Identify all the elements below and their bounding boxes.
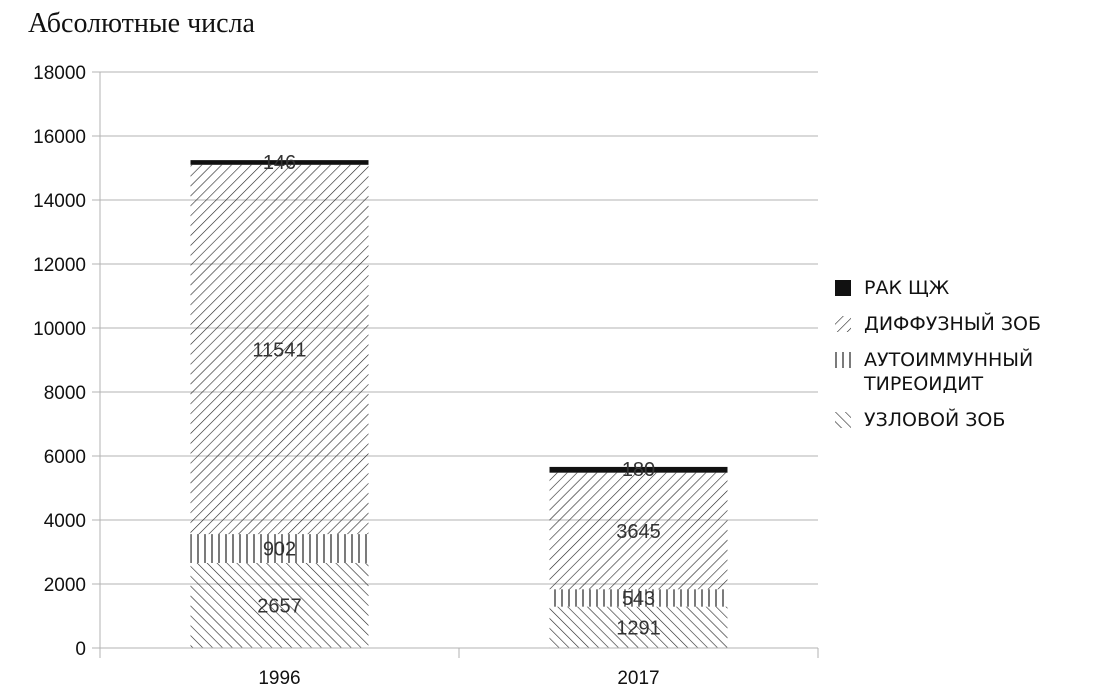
y-tick-label: 18000 <box>33 63 86 84</box>
x-tick-label: 2017 <box>617 668 659 687</box>
legend-swatch <box>835 280 851 296</box>
legend-swatch <box>835 352 851 368</box>
legend-swatch <box>835 412 851 428</box>
legend-label: УЗЛОВОЙ ЗОБ <box>864 409 1006 431</box>
bar-segment <box>190 160 369 165</box>
chart-legend: РАК ЩЖ ДИФФУЗНЫЙ ЗОБ АУТОИММУННЫЙ ТИРЕОИДИ… <box>834 276 1097 444</box>
data-label: 146 <box>263 152 296 174</box>
y-tick-label: 14000 <box>33 191 86 212</box>
data-label: 1291 <box>616 617 661 639</box>
bar-segment <box>190 164 369 535</box>
legend-item: ДИФФУЗНЫЙ ЗОБ <box>834 312 1097 336</box>
legend-label: РАК ЩЖ <box>864 277 950 299</box>
legend-label: ДИФФУЗНЫЙ ЗОБ <box>864 313 1042 335</box>
data-label: 180 <box>622 459 655 481</box>
data-label: 11541 <box>252 339 306 361</box>
data-label: 2657 <box>257 595 302 617</box>
bar-segment <box>549 466 728 473</box>
data-label: 3645 <box>616 521 661 543</box>
legend-item: АУТОИММУННЫЙ ТИРЕОИДИТ <box>834 348 1097 396</box>
bar-segment <box>549 589 728 607</box>
bar-segment <box>549 472 728 590</box>
legend-item: РАК ЩЖ <box>834 276 1097 300</box>
legend-label: АУТОИММУННЫЙ ТИРЕОИДИТ <box>864 349 1034 395</box>
bar-segment <box>190 562 369 648</box>
y-tick-label: 8000 <box>44 383 86 404</box>
legend-item: УЗЛОВОЙ ЗОБ <box>834 408 1097 432</box>
chart-title: Абсолютные числа <box>28 8 255 39</box>
data-label: 543 <box>622 588 655 610</box>
y-tick-label: 2000 <box>44 575 86 596</box>
y-tick-label: 6000 <box>44 447 86 468</box>
y-tick-label: 4000 <box>44 511 86 532</box>
y-tick-label: 12000 <box>33 255 86 276</box>
data-label: 902 <box>263 539 296 561</box>
y-tick-label: 16000 <box>33 127 86 148</box>
x-tick-label: 1996 <box>258 668 300 687</box>
y-tick-label: 0 <box>75 639 86 660</box>
legend-swatch <box>835 316 851 332</box>
y-tick-label: 10000 <box>33 319 86 340</box>
bar-segment <box>549 606 728 648</box>
bar-segment <box>190 534 369 563</box>
